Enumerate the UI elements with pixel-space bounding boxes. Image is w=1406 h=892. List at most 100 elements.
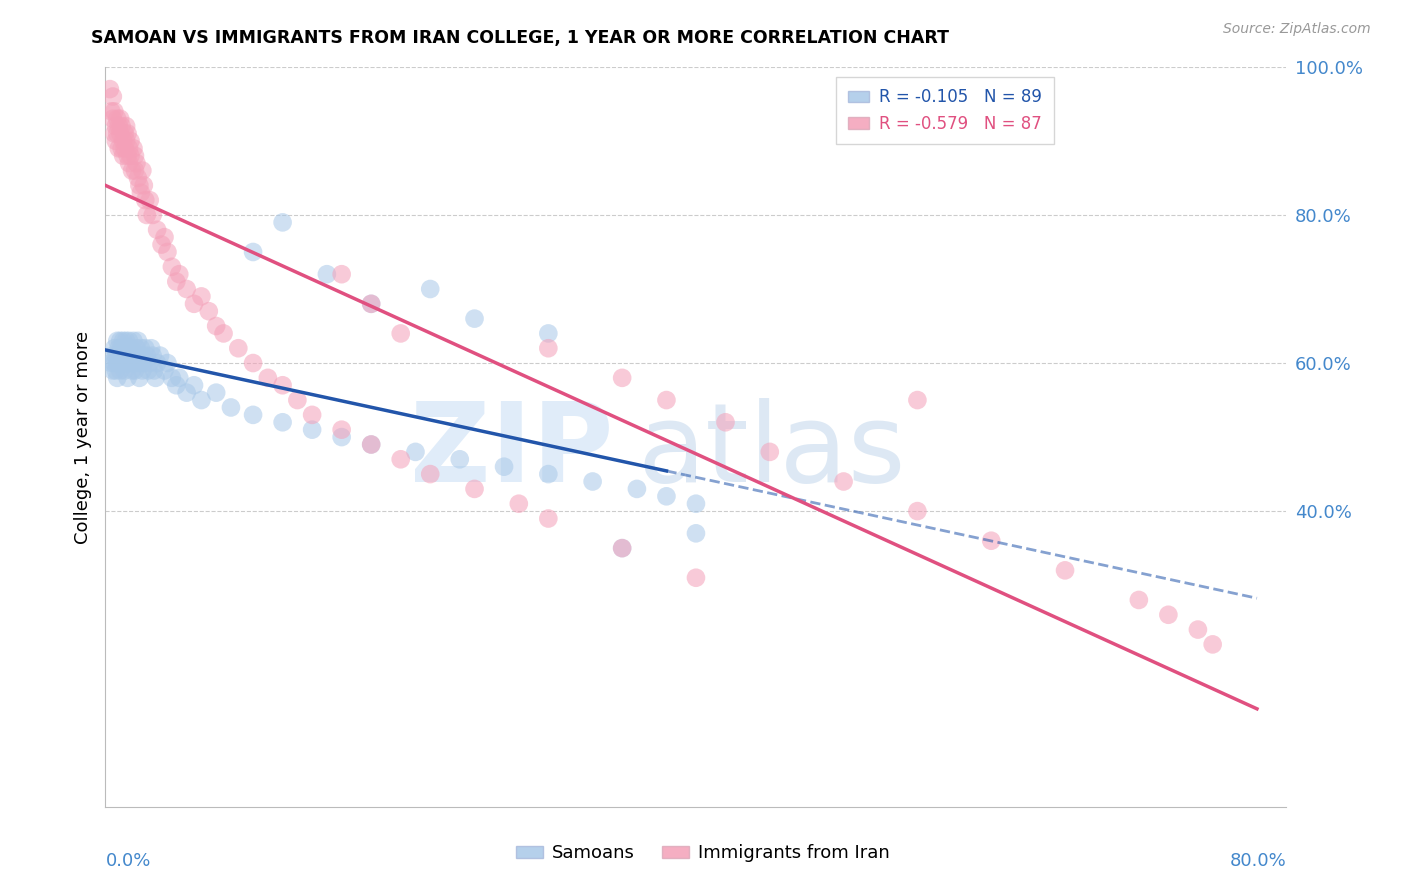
Point bbox=[219, 401, 242, 415]
Point bbox=[183, 378, 205, 392]
Point bbox=[105, 334, 128, 348]
Point bbox=[101, 112, 124, 126]
Point bbox=[117, 371, 139, 385]
Point bbox=[114, 341, 136, 355]
Point bbox=[134, 341, 156, 355]
Point bbox=[145, 371, 167, 385]
Point bbox=[121, 363, 143, 377]
Point bbox=[132, 178, 155, 193]
Point bbox=[655, 489, 678, 503]
Point bbox=[101, 349, 124, 363]
Point bbox=[142, 349, 165, 363]
Point bbox=[112, 134, 135, 148]
Point bbox=[146, 223, 169, 237]
Point bbox=[114, 127, 136, 141]
Point bbox=[118, 156, 141, 170]
Point bbox=[190, 289, 212, 303]
Point bbox=[271, 378, 294, 392]
Point bbox=[360, 297, 382, 311]
Point bbox=[120, 134, 142, 148]
Point bbox=[1128, 593, 1150, 607]
Text: atlas: atlas bbox=[637, 399, 905, 506]
Point bbox=[610, 541, 633, 555]
Point bbox=[176, 282, 198, 296]
Point bbox=[115, 134, 138, 148]
Point bbox=[389, 326, 412, 341]
Point bbox=[129, 341, 152, 355]
Point bbox=[330, 430, 353, 444]
Point bbox=[271, 215, 294, 229]
Point bbox=[118, 349, 141, 363]
Point bbox=[242, 408, 264, 422]
Point bbox=[537, 511, 560, 525]
Point bbox=[129, 186, 152, 200]
Point bbox=[360, 437, 382, 451]
Point bbox=[112, 334, 135, 348]
Point bbox=[127, 334, 149, 348]
Point bbox=[330, 267, 353, 281]
Point bbox=[143, 363, 166, 377]
Point bbox=[360, 297, 382, 311]
Point bbox=[136, 363, 159, 377]
Point bbox=[212, 326, 235, 341]
Point bbox=[508, 497, 530, 511]
Point bbox=[125, 356, 148, 370]
Text: Source: ZipAtlas.com: Source: ZipAtlas.com bbox=[1223, 22, 1371, 37]
Point bbox=[1054, 563, 1077, 577]
Point bbox=[360, 437, 382, 451]
Point bbox=[832, 475, 855, 489]
Point bbox=[153, 230, 176, 244]
Point bbox=[242, 356, 264, 370]
Point bbox=[610, 541, 633, 555]
Point bbox=[105, 356, 128, 370]
Point bbox=[100, 356, 122, 370]
Point bbox=[121, 349, 143, 363]
Point bbox=[114, 356, 136, 370]
Point bbox=[685, 526, 707, 541]
Point bbox=[131, 163, 153, 178]
Point bbox=[111, 141, 134, 155]
Point bbox=[537, 467, 560, 482]
Point bbox=[134, 193, 156, 207]
Point bbox=[118, 141, 141, 155]
Text: 0.0%: 0.0% bbox=[105, 852, 150, 870]
Point bbox=[759, 445, 782, 459]
Point bbox=[150, 237, 173, 252]
Point bbox=[112, 149, 135, 163]
Point bbox=[419, 282, 441, 296]
Point bbox=[115, 119, 138, 133]
Legend: R = -0.105   N = 89, R = -0.579   N = 87: R = -0.105 N = 89, R = -0.579 N = 87 bbox=[837, 77, 1053, 145]
Point bbox=[114, 363, 136, 377]
Point bbox=[197, 304, 219, 318]
Point bbox=[205, 318, 228, 333]
Point bbox=[110, 334, 132, 348]
Point bbox=[117, 149, 139, 163]
Point bbox=[124, 349, 146, 363]
Point bbox=[685, 571, 707, 585]
Point bbox=[582, 475, 605, 489]
Point bbox=[122, 356, 145, 370]
Point bbox=[190, 392, 212, 407]
Point bbox=[626, 482, 648, 496]
Y-axis label: College, 1 year or more: College, 1 year or more bbox=[73, 331, 91, 543]
Text: SAMOAN VS IMMIGRANTS FROM IRAN COLLEGE, 1 YEAR OR MORE CORRELATION CHART: SAMOAN VS IMMIGRANTS FROM IRAN COLLEGE, … bbox=[91, 29, 949, 46]
Point bbox=[1187, 623, 1209, 637]
Point bbox=[110, 363, 132, 377]
Point bbox=[714, 415, 737, 429]
Point bbox=[110, 349, 132, 363]
Point bbox=[907, 392, 929, 407]
Point bbox=[138, 356, 162, 370]
Point bbox=[131, 363, 153, 377]
Point bbox=[114, 141, 136, 155]
Point bbox=[107, 341, 129, 355]
Point bbox=[105, 127, 128, 141]
Point bbox=[132, 356, 155, 370]
Point bbox=[110, 112, 132, 126]
Point bbox=[112, 349, 135, 363]
Point bbox=[127, 171, 149, 186]
Point bbox=[160, 260, 183, 274]
Point bbox=[141, 341, 163, 355]
Point bbox=[301, 408, 323, 422]
Point bbox=[122, 334, 145, 348]
Point bbox=[655, 392, 678, 407]
